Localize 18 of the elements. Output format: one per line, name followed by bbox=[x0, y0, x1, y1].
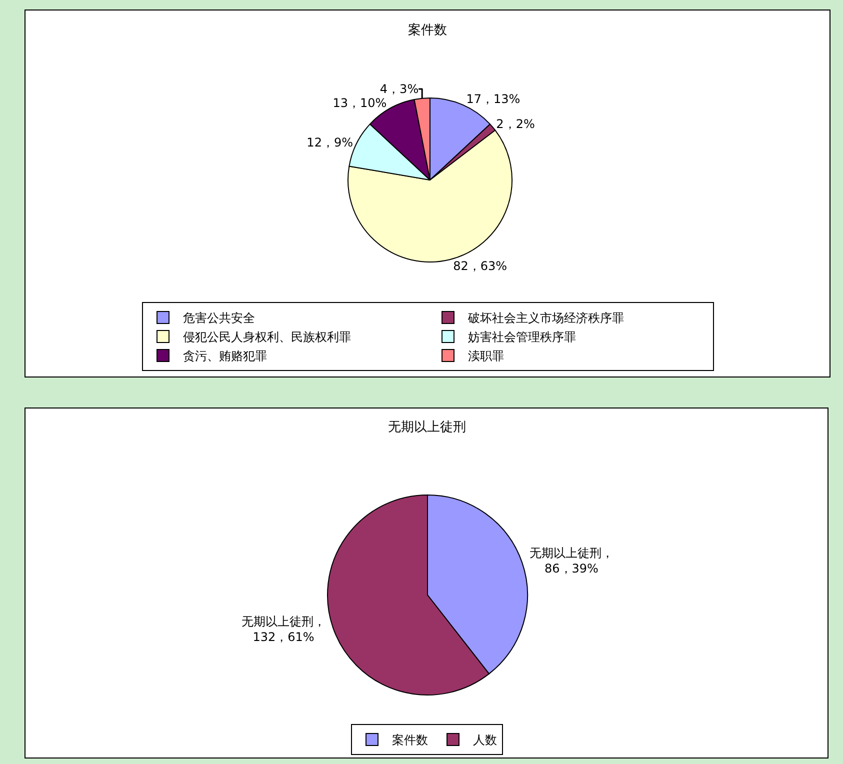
legend-label: 侵犯公民人身权利、民族权利罪 bbox=[183, 330, 351, 344]
legend-label: 贪污、贿赂犯罪 bbox=[183, 349, 267, 364]
legend-label: 危害公共安全 bbox=[183, 311, 255, 326]
legend-label: 渎职罪 bbox=[468, 349, 504, 364]
data-label: 17，13% bbox=[466, 92, 520, 106]
legend-label: 人数 bbox=[473, 733, 497, 748]
data-label: 4，3% bbox=[380, 82, 419, 96]
chart-title: 案件数 bbox=[408, 22, 447, 38]
data-label: 12，9% bbox=[306, 135, 353, 150]
legend-label: 妨害社会管理秩序罪 bbox=[468, 330, 576, 344]
data-label: 82，63% bbox=[453, 259, 508, 274]
chart-title: 无期以上徒刑 bbox=[388, 420, 466, 435]
legend-label: 案件数 bbox=[392, 733, 428, 748]
data-label: 2，2% bbox=[496, 117, 535, 132]
data-label: 无期以上徒刑， 132，61% bbox=[242, 614, 326, 644]
legend-label: 破坏社会主义市场经济秩序罪 bbox=[467, 311, 624, 326]
data-label: 13，10% bbox=[332, 96, 387, 110]
data-label: 无期以上徒刑， 86，39% bbox=[529, 546, 614, 576]
